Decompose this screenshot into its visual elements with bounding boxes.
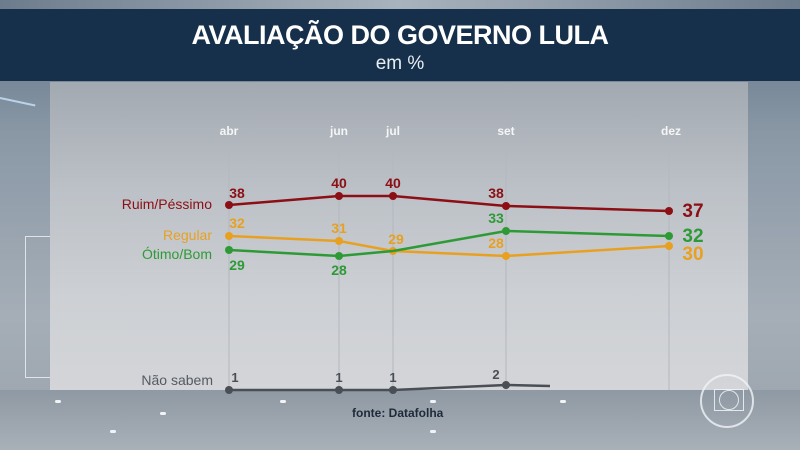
- value-label: 1: [231, 370, 238, 385]
- value-label-final: 37: [682, 201, 703, 222]
- value-label: 1: [335, 370, 342, 385]
- chart-header: AVALIAÇÃO DO GOVERNO LULA em %: [0, 9, 800, 81]
- series-nao-sabem: Não sabem 1 1 1 2: [141, 367, 551, 394]
- decorative-dot: [280, 400, 286, 403]
- decorative-dot: [430, 430, 436, 433]
- value-label: 38: [488, 185, 504, 201]
- value-label: 38: [229, 185, 245, 201]
- series-otimo-bom: Ótimo/Bom 29 28 33 32: [142, 210, 704, 278]
- value-label: 29: [229, 257, 245, 273]
- source-label: fonte: Datafolha: [352, 406, 444, 420]
- chart-title: AVALIAÇÃO DO GOVERNO LULA: [191, 20, 610, 50]
- value-label-final: 32: [682, 226, 703, 247]
- month-label-dez: dez: [661, 124, 681, 138]
- month-label-jun: jun: [329, 124, 348, 138]
- decorative-dot: [110, 430, 116, 433]
- decorative-dot: [55, 400, 61, 403]
- legend-ruim-pessimo: Ruim/Péssimo: [122, 196, 212, 212]
- legend-otimo-bom: Ótimo/Bom: [142, 246, 212, 262]
- chart-subtitle: em %: [375, 53, 425, 74]
- grid-lines: [228, 150, 670, 390]
- value-label: 40: [385, 175, 401, 191]
- value-label: 31: [331, 220, 347, 236]
- decorative-frame: [25, 236, 52, 378]
- value-label: 28: [331, 262, 347, 278]
- value-label: 33: [488, 210, 504, 226]
- value-label-final: 30: [682, 244, 703, 265]
- decorative-dot: [160, 412, 166, 415]
- value-label: 28: [488, 235, 504, 251]
- series-ruim-pessimo: Ruim/Péssimo 38 40 40 38 37: [122, 175, 704, 222]
- value-label: 32: [229, 215, 245, 231]
- top-strip: [0, 0, 800, 9]
- month-label-set: set: [497, 124, 514, 138]
- decorative-dot: [430, 400, 436, 403]
- legend-regular: Regular: [163, 227, 212, 243]
- value-label: 29: [388, 231, 404, 247]
- legend-nao-sabem: Não sabem: [141, 372, 213, 388]
- decorative-dot: [560, 400, 566, 403]
- value-label: 40: [331, 175, 347, 191]
- broadcaster-logo-icon: [700, 374, 754, 428]
- studio-floor: [0, 390, 800, 450]
- month-label-jul: jul: [385, 124, 400, 138]
- value-label: 2: [492, 367, 499, 382]
- month-label-abr: abr: [220, 124, 239, 138]
- value-label: 1: [389, 370, 396, 385]
